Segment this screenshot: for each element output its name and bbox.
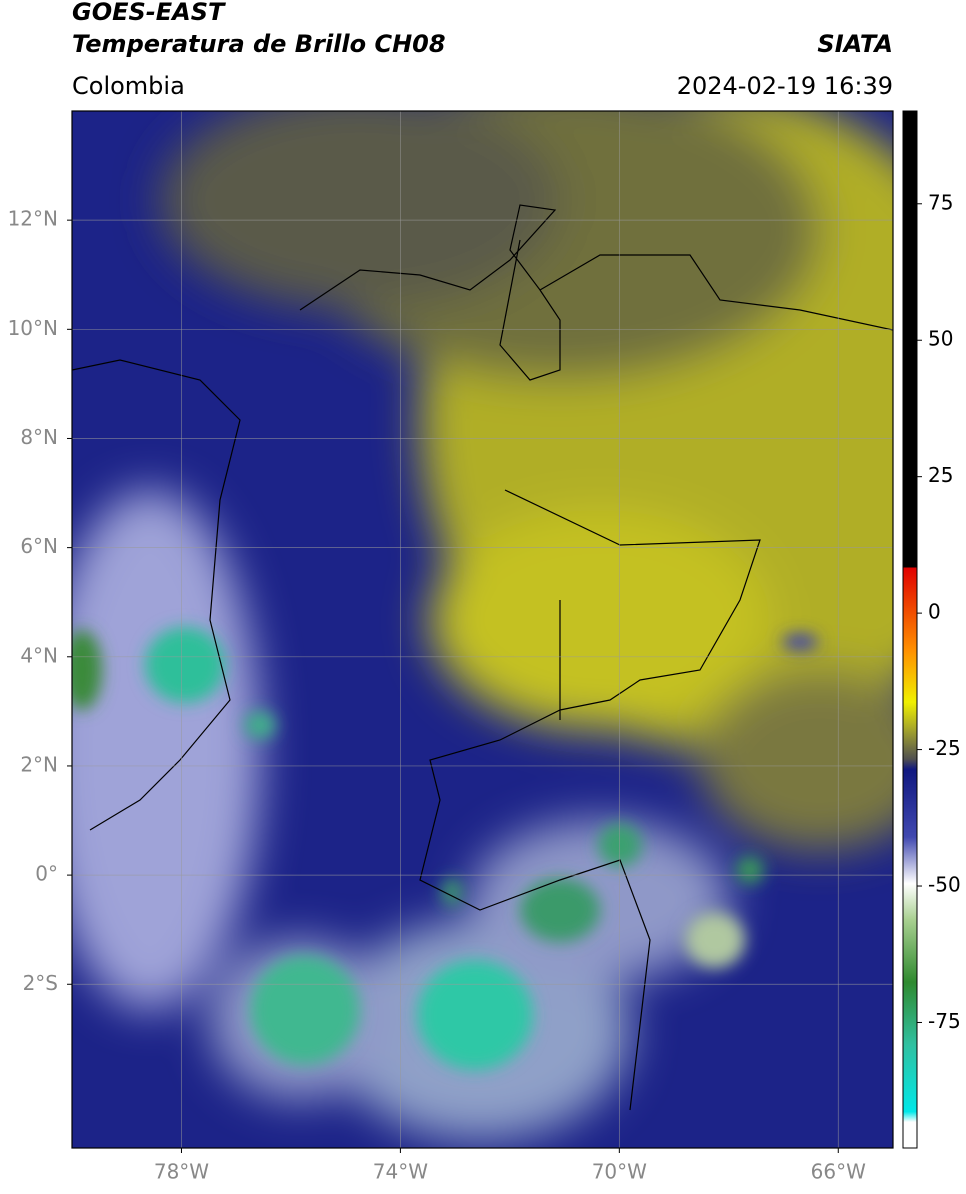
datetime: 2024-02-19 16:39 bbox=[677, 72, 893, 100]
y-tick-label: 0° bbox=[35, 862, 58, 886]
colorbar-tick-label: -25 bbox=[928, 736, 961, 760]
colorbar-tick-label: -75 bbox=[928, 1009, 961, 1033]
map-frame bbox=[71, 110, 894, 1149]
source: SIATA bbox=[817, 30, 893, 58]
x-tick-label: 74°W bbox=[373, 1160, 428, 1184]
y-tick-label: 8°N bbox=[20, 425, 58, 449]
title: GOES-EAST bbox=[72, 0, 226, 26]
y-tick-label: 10°N bbox=[8, 316, 58, 340]
grid bbox=[72, 111, 893, 1148]
colorbar-tick-label: 75 bbox=[928, 190, 953, 214]
satellite-image bbox=[72, 111, 893, 1148]
x-tick-label: 66°W bbox=[811, 1160, 866, 1184]
y-tick-label: 12°N bbox=[8, 207, 58, 231]
y-tick-label: 2°S bbox=[23, 971, 58, 995]
colorbar-tick-label: 25 bbox=[928, 463, 953, 487]
colorbar bbox=[902, 110, 918, 1149]
y-tick-label: 2°N bbox=[20, 752, 58, 776]
x-tick-label: 70°W bbox=[592, 1160, 647, 1184]
subtitle: Temperatura de Brillo CH08 bbox=[72, 30, 446, 58]
borders bbox=[72, 204, 893, 1111]
colorbar-tick-label: -50 bbox=[928, 873, 961, 897]
y-tick-label: 6°N bbox=[20, 534, 58, 558]
colorbar-tick-label: 0 bbox=[928, 600, 941, 624]
region: Colombia bbox=[72, 72, 185, 100]
x-tick-label: 78°W bbox=[154, 1160, 209, 1184]
colorbar-tick-label: 50 bbox=[928, 327, 953, 351]
y-tick-label: 4°N bbox=[20, 643, 58, 667]
